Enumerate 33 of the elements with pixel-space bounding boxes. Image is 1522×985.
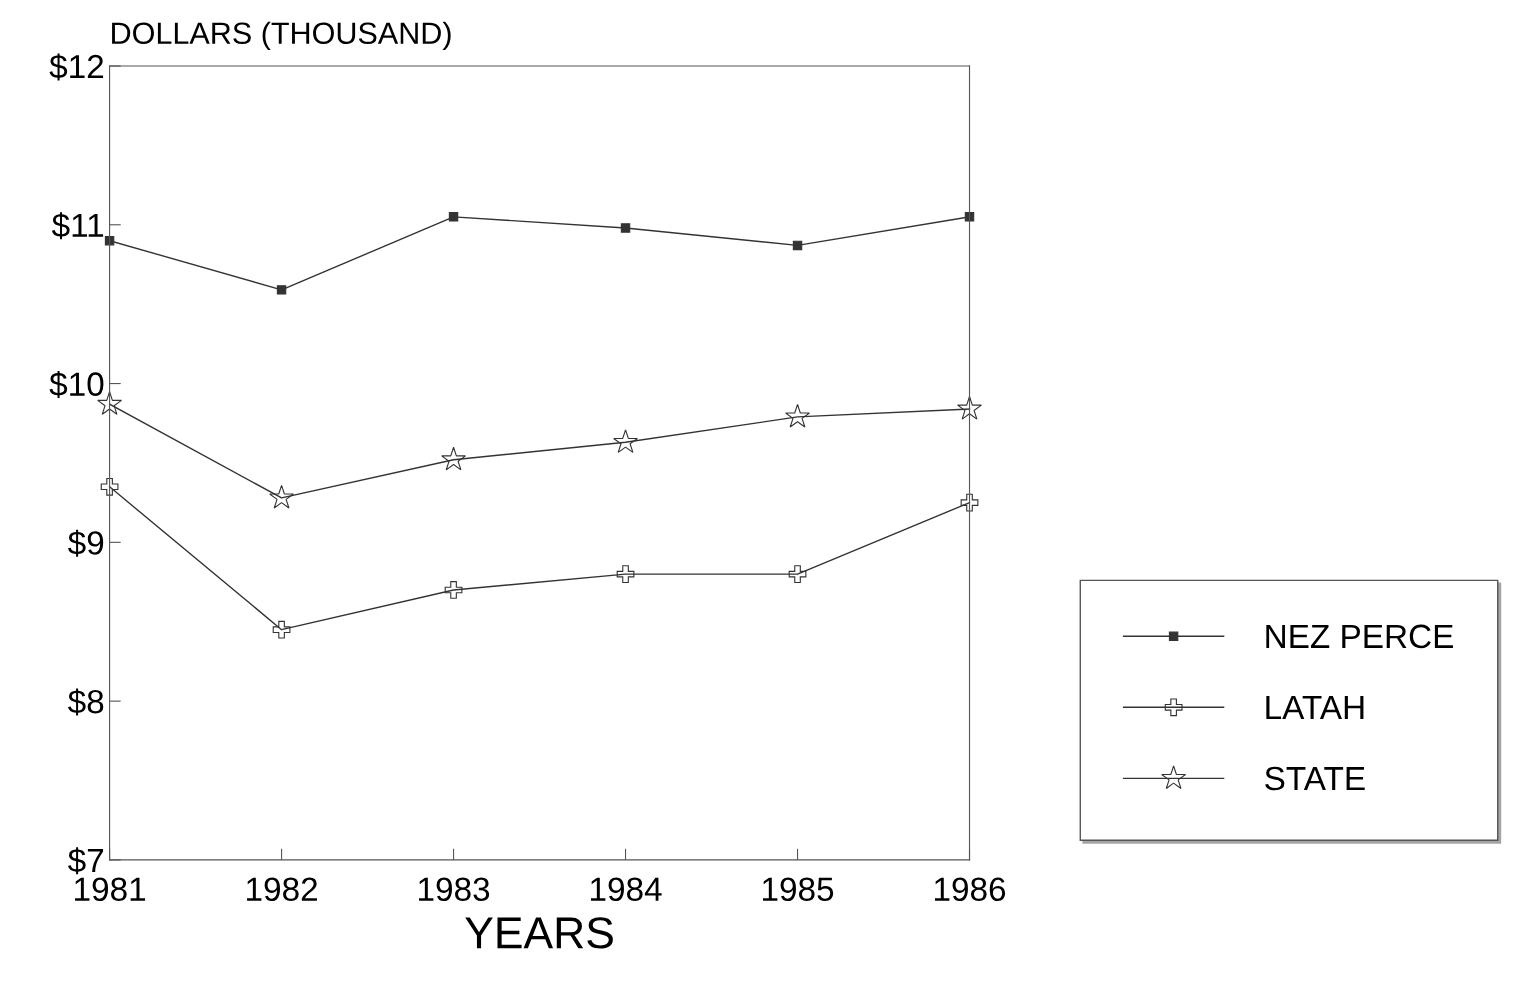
point <box>441 446 466 471</box>
legend-label: LATAH <box>1266 696 1364 719</box>
x-tick-label: 1986 <box>934 877 1006 902</box>
legend-label: STATE <box>1265 766 1365 791</box>
point <box>792 240 803 251</box>
point <box>960 493 979 512</box>
point <box>957 395 982 420</box>
y-tick-label: $11 <box>51 212 104 240</box>
x-tick-label: 1982 <box>247 877 317 902</box>
point <box>444 581 463 599</box>
legend-label: NEZ PERCE <box>1266 624 1453 649</box>
point <box>964 212 975 222</box>
x-tick-label: 1984 <box>591 877 662 902</box>
x-tick-label: 1981 <box>75 877 146 902</box>
point <box>272 620 291 639</box>
point <box>276 285 287 295</box>
y-tick-label: $8 <box>68 688 104 716</box>
point <box>616 565 635 583</box>
point <box>620 223 631 233</box>
y-tick-label: $12 <box>49 53 104 81</box>
y-tick-label: $10 <box>49 370 104 398</box>
y-tick-label: $7 <box>68 847 104 875</box>
point <box>788 565 807 583</box>
point <box>100 477 119 496</box>
x-tick-label: 1983 <box>419 877 490 902</box>
y-tick-label: $9 <box>68 529 104 557</box>
x-axis-title: YEARS <box>465 917 613 949</box>
point <box>269 484 295 509</box>
point <box>448 212 459 222</box>
y-axis-title: DOLLARS (THOUSAND) <box>112 21 451 51</box>
x-tick-label: 1985 <box>763 877 834 902</box>
point <box>613 429 638 453</box>
point <box>785 403 810 428</box>
